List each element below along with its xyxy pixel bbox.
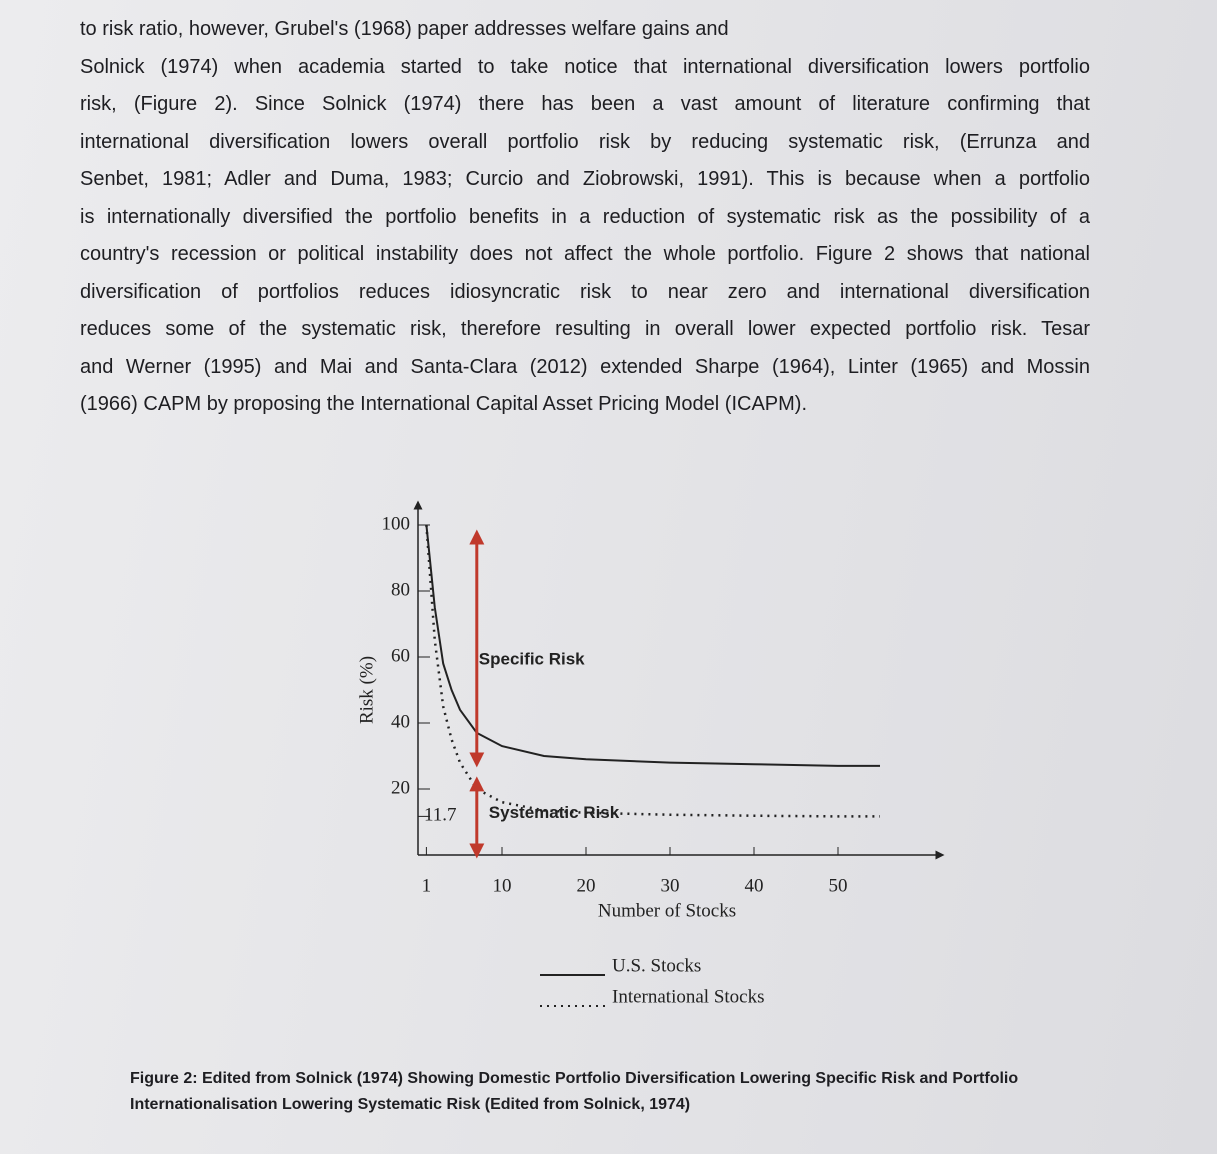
legend-label: International Stocks [612,986,765,1007]
caption-line: Internationalisation Lowering Systematic… [130,1096,691,1113]
text-line: reduces some of the systematic risk, the… [80,318,1090,340]
y-tick-label: 20 [391,777,410,798]
caption-line: Figure 2: Edited from Solnick (1974) Sho… [130,1070,1019,1087]
y-axis-label: Risk (%) [356,656,377,724]
legend-label: U.S. Stocks [612,955,701,976]
x-tick-label: 10 [493,875,512,896]
text-line: to risk ratio, however, Grubel's (1968) … [80,18,729,40]
text-line: risk, (Figure 2). Since Solnick (1974) t… [80,93,1090,115]
x-tick-label: 40 [745,875,764,896]
series-line [425,524,880,818]
series-line [425,524,880,767]
y-tick-label: 100 [382,513,411,534]
annotation: Specific Risk [479,649,585,668]
annotation: Systematic Risk [489,803,620,822]
text-line: country's recession or political instabi… [80,243,1090,265]
x-tick-label: 20 [577,875,596,896]
x-tick-label: 1 [422,875,432,896]
text-line: and Werner (1995) and Mai and Santa-Clar… [80,355,1090,378]
y-tick-label: 60 [391,645,410,666]
y-tick-label: 40 [391,711,410,732]
text-line: diversification of portfolios reduces id… [80,280,1090,303]
text-line: (1966) CAPM by proposing the Internation… [80,393,808,415]
x-axis-label: Number of Stocks [598,900,736,921]
text-line: is internationally diversified the portf… [80,205,1090,228]
text-line: Solnick (1974) when academia started to … [80,55,1090,78]
x-tick-label: 30 [661,875,680,896]
y-tick-label: 80 [391,579,410,600]
x-tick-label: 50 [829,875,848,896]
text-line: international diversification lowers ove… [80,130,1090,153]
y-tick-label: 11.7 [424,805,457,826]
text-line: Senbet, 1981; Adler and Duma, 1983; Curc… [80,168,1090,190]
